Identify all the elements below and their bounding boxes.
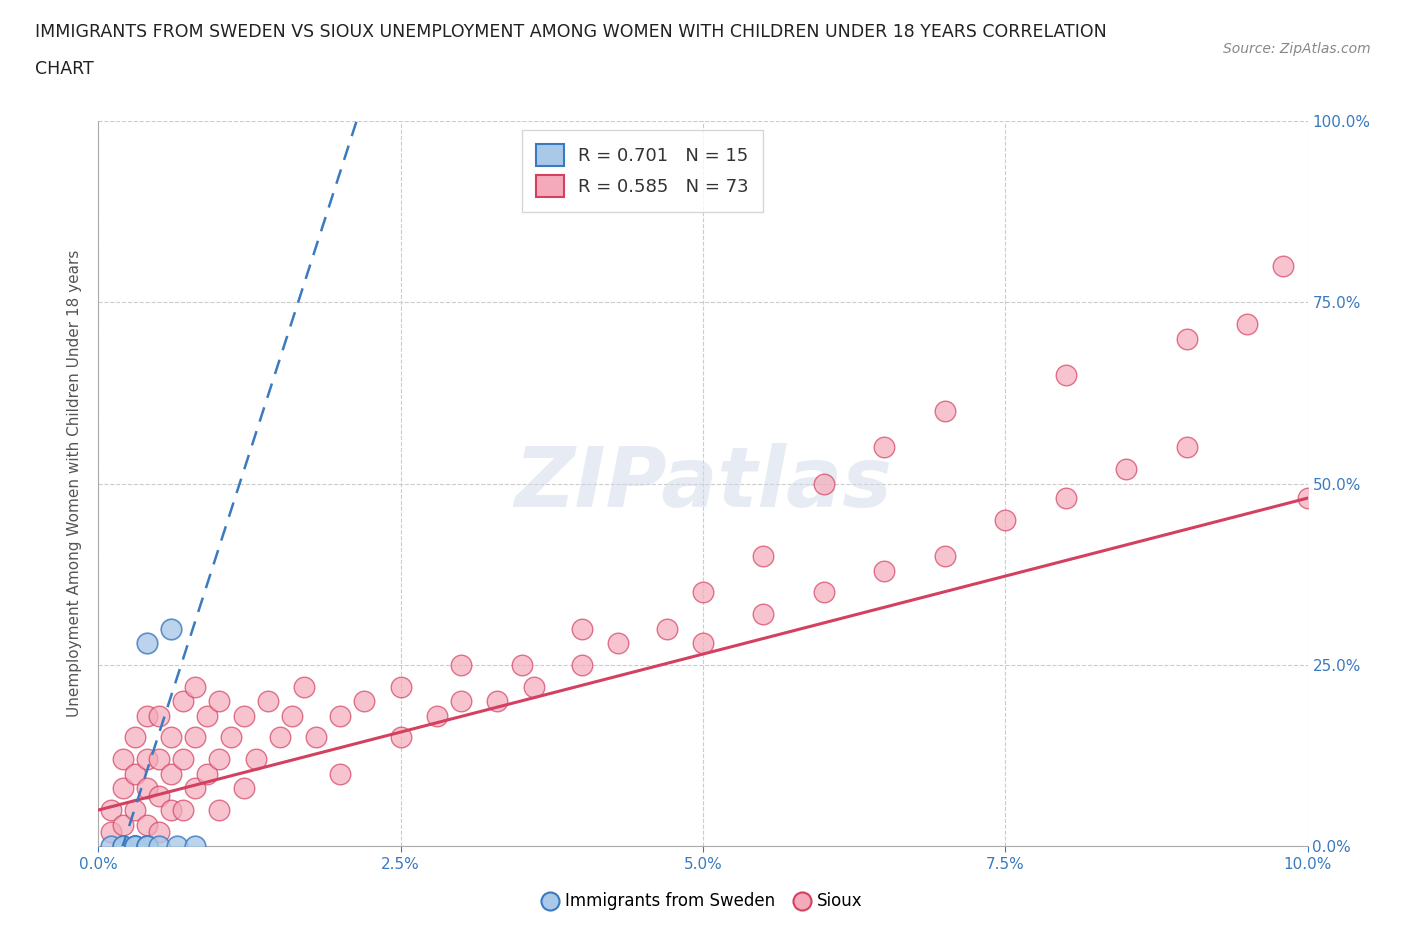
Point — [1054, 491, 1077, 506]
Point — [692, 585, 714, 600]
Point — [1175, 331, 1198, 346]
Point — [148, 751, 170, 766]
Point — [172, 751, 194, 766]
Point — [135, 781, 157, 796]
Point — [1115, 461, 1137, 476]
Legend: R = 0.701   N = 15, R = 0.585   N = 73: R = 0.701 N = 15, R = 0.585 N = 73 — [522, 130, 763, 212]
Point — [813, 476, 835, 491]
Point — [160, 803, 183, 817]
Point — [111, 781, 134, 796]
Point — [172, 694, 194, 709]
Point — [389, 730, 412, 745]
Point — [426, 709, 449, 724]
Point — [160, 766, 183, 781]
Point — [1175, 440, 1198, 455]
Point — [607, 636, 630, 651]
Point — [1272, 259, 1295, 273]
Point — [135, 709, 157, 724]
Point — [510, 658, 533, 672]
Point — [124, 839, 146, 854]
Point — [124, 766, 146, 781]
Point — [100, 824, 122, 839]
Text: Source: ZipAtlas.com: Source: ZipAtlas.com — [1223, 42, 1371, 56]
Point — [221, 730, 243, 745]
Point — [450, 658, 472, 672]
Point — [269, 730, 291, 745]
Point — [1054, 367, 1077, 382]
Point — [232, 709, 254, 724]
Point — [256, 694, 278, 709]
Point — [148, 824, 170, 839]
Point — [184, 839, 207, 854]
Point — [571, 621, 593, 636]
Point — [523, 679, 546, 694]
Text: IMMIGRANTS FROM SWEDEN VS SIOUX UNEMPLOYMENT AMONG WOMEN WITH CHILDREN UNDER 18 : IMMIGRANTS FROM SWEDEN VS SIOUX UNEMPLOY… — [35, 23, 1107, 41]
Point — [111, 751, 134, 766]
Point — [148, 788, 170, 803]
Point — [752, 549, 775, 564]
Point — [135, 839, 157, 854]
Point — [111, 817, 134, 832]
Point — [135, 636, 157, 651]
Point — [148, 709, 170, 724]
Point — [166, 839, 188, 854]
Point — [135, 751, 157, 766]
Point — [571, 658, 593, 672]
Point — [124, 803, 146, 817]
Point — [111, 839, 134, 854]
Point — [195, 709, 218, 724]
Point — [292, 679, 315, 694]
Point — [148, 839, 170, 854]
Point — [111, 839, 134, 854]
Point — [353, 694, 375, 709]
Point — [873, 564, 896, 578]
Point — [184, 730, 207, 745]
Point — [124, 839, 146, 854]
Point — [184, 781, 207, 796]
Point — [124, 839, 146, 854]
Point — [232, 781, 254, 796]
Point — [160, 621, 183, 636]
Point — [450, 694, 472, 709]
Y-axis label: Unemployment Among Women with Children Under 18 years: Unemployment Among Women with Children U… — [67, 250, 83, 717]
Point — [100, 803, 122, 817]
Point — [305, 730, 328, 745]
Point — [208, 751, 231, 766]
Point — [195, 766, 218, 781]
Point — [873, 440, 896, 455]
Point — [281, 709, 304, 724]
Point — [124, 839, 146, 854]
Point — [208, 694, 231, 709]
Point — [329, 766, 352, 781]
Text: ZIPatlas: ZIPatlas — [515, 443, 891, 525]
Point — [135, 817, 157, 832]
Point — [389, 679, 412, 694]
Point — [934, 549, 956, 564]
Point — [208, 803, 231, 817]
Point — [1236, 316, 1258, 331]
Point — [994, 512, 1017, 527]
Point — [184, 679, 207, 694]
Point — [245, 751, 267, 766]
Point — [135, 839, 157, 854]
Point — [160, 730, 183, 745]
Point — [692, 636, 714, 651]
Point — [1296, 491, 1319, 506]
Point — [329, 709, 352, 724]
Point — [486, 694, 509, 709]
Point — [813, 585, 835, 600]
Point — [124, 730, 146, 745]
Point — [934, 404, 956, 418]
Legend: Immigrants from Sweden, Sioux: Immigrants from Sweden, Sioux — [537, 885, 869, 917]
Text: CHART: CHART — [35, 60, 94, 78]
Point — [135, 839, 157, 854]
Point — [172, 803, 194, 817]
Point — [655, 621, 678, 636]
Point — [100, 839, 122, 854]
Point — [752, 606, 775, 621]
